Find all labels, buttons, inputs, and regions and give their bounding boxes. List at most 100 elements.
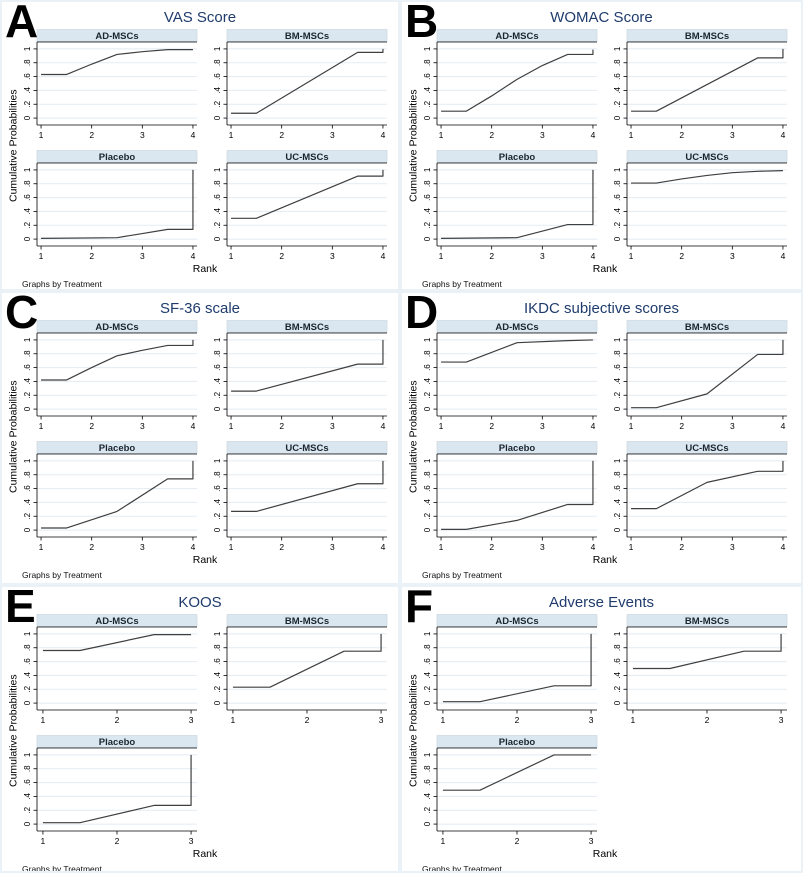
y-tick-label: 0 <box>213 527 222 532</box>
x-tick-label: 3 <box>540 542 545 552</box>
y-tick-label: .2 <box>23 806 32 813</box>
x-tick-label: 1 <box>41 715 46 725</box>
subplot-uc-mscs: UC-MSCs 0 .2 .4 .6 .8 1 1 2 3 4 <box>611 150 789 263</box>
subplot-bm-mscs: BM-MSCs 0 .2 .4 .6 .8 1 1 2 3 <box>611 614 789 727</box>
y-tick-label: 0 <box>23 700 32 705</box>
subplot-header-bar <box>436 735 598 748</box>
x-tick-label: 4 <box>191 542 196 552</box>
y-tick-label: .4 <box>213 378 222 385</box>
y-tick-label: .6 <box>213 485 222 492</box>
y-tick-label: .6 <box>423 658 432 665</box>
y-tick-label: 0 <box>613 527 622 532</box>
x-tick-label: 2 <box>679 542 684 552</box>
x-tick-label: 1 <box>629 542 634 552</box>
subplot-header-bar <box>626 614 788 627</box>
subplot-title: Placebo <box>99 443 136 454</box>
series-line <box>441 460 594 530</box>
y-tick-label: .2 <box>423 806 432 813</box>
subplot-header-bar <box>36 735 198 748</box>
y-tick-label: .4 <box>613 378 622 385</box>
x-tick-label: 4 <box>191 421 196 431</box>
subplot-header-bar <box>36 320 198 333</box>
subplot-title: Placebo <box>499 152 536 163</box>
y-tick-label: .2 <box>213 391 222 398</box>
y-tick-label: 0 <box>23 406 32 411</box>
x-tick-label: 1 <box>231 715 236 725</box>
subplot-bm-mscs: BM-MSCs 0 .2 .4 .6 .8 1 1 2 3 4 <box>211 320 389 433</box>
y-tick-label: .4 <box>213 672 222 679</box>
subplot-ad-mscs: AD-MSCs 0 .2 .4 .6 .8 1 1 2 3 <box>21 614 199 727</box>
subplot-grid: AD-MSCs 0 .2 .4 .6 .8 1 1 2 3 4 BM-MSCs 0 .2 .4 .6 .8 1 1 2… <box>421 320 789 554</box>
y-tick-label: .4 <box>613 672 622 679</box>
y-tick-label: .4 <box>23 672 32 679</box>
y-tick-label: .6 <box>213 364 222 371</box>
y-tick-label: 0 <box>423 115 432 120</box>
x-tick-label: 2 <box>679 421 684 431</box>
x-tick-label: 2 <box>279 542 284 552</box>
x-tick-label: 3 <box>540 251 545 261</box>
x-tick-label: 3 <box>140 130 145 140</box>
x-tick-label: 4 <box>191 251 196 261</box>
subplot-bm-mscs: BM-MSCs 0 .2 .4 .6 .8 1 1 2 3 4 <box>611 29 789 142</box>
y-tick-label: .6 <box>213 658 222 665</box>
subplot-header-bar <box>626 441 788 454</box>
y-tick-label: 1 <box>423 458 432 463</box>
y-axis-label: Cumulative Probabilities <box>407 674 420 788</box>
subplot-ad-mscs: AD-MSCs 0 .2 .4 .6 .8 1 1 2 3 4 <box>21 29 199 142</box>
subplot-header-bar <box>436 614 598 627</box>
y-tick-label: .8 <box>423 644 432 651</box>
y-tick-label: .2 <box>213 512 222 519</box>
panel-title: SF-36 scale <box>159 300 241 317</box>
series-line <box>41 49 193 76</box>
x-tick-label: 2 <box>115 715 120 725</box>
y-tick-label: 1 <box>423 167 432 172</box>
subplot-header-bar <box>226 150 388 163</box>
x-tick-label: 4 <box>591 251 596 261</box>
series-line <box>231 339 384 392</box>
y-tick-label: .6 <box>23 73 32 80</box>
x-tick-label: 4 <box>381 542 386 552</box>
subplot-chart: AD-MSCs 0 .2 .4 .6 .8 1 1 2 3 4 <box>23 320 198 431</box>
y-tick-label: .2 <box>423 221 432 228</box>
x-tick-label: 3 <box>730 421 735 431</box>
y-tick-label: .6 <box>23 364 32 371</box>
subplot-ad-mscs: AD-MSCs 0 .2 .4 .6 .8 1 1 2 3 4 <box>421 29 599 142</box>
series-line <box>632 633 782 670</box>
x-tick-label: 2 <box>89 542 94 552</box>
subplot-header-bar <box>36 614 198 627</box>
y-tick-label: .6 <box>423 194 432 201</box>
subplot-header-bar <box>36 441 198 454</box>
y-axis-label: Cumulative Probabilities <box>7 380 20 494</box>
y-tick-label: .4 <box>613 87 622 94</box>
subplot-grid: AD-MSCs 0 .2 .4 .6 .8 1 1 2 3 4 BM-MSCs 0 .2 .4 .6 .8 1 1 2… <box>21 320 389 554</box>
y-tick-label: .2 <box>423 100 432 107</box>
y-tick-label: 0 <box>423 700 432 705</box>
y-tick-label: 0 <box>23 236 32 241</box>
y-tick-label: .8 <box>23 471 32 478</box>
subplot-title: AD-MSCs <box>95 616 138 627</box>
y-tick-label: .8 <box>213 59 222 66</box>
y-tick-label: 1 <box>23 458 32 463</box>
x-tick-label: 1 <box>441 836 446 846</box>
panel-letter-e: E <box>5 585 36 632</box>
subplot-header-bar <box>226 29 388 42</box>
x-tick-label: 4 <box>591 130 596 140</box>
subplot-grid: AD-MSCs 0 .2 .4 .6 .8 1 1 2 3 BM-MSCs 0 .2 .4 .6 .8 1 1 2 3… <box>421 614 789 848</box>
subplot-title: Placebo <box>499 443 536 454</box>
y-tick-label: 0 <box>213 406 222 411</box>
y-tick-label: .4 <box>423 378 432 385</box>
y-tick-label: .8 <box>613 644 622 651</box>
subplot-chart: AD-MSCs 0 .2 .4 .6 .8 1 1 2 3 4 <box>23 29 198 140</box>
x-axis-label: Rank <box>592 554 618 566</box>
subplot-title: BM-MSCs <box>285 31 329 42</box>
subplot-grid: AD-MSCs 0 .2 .4 .6 .8 1 1 2 3 BM-MSCs 0 .2 .4 .6 .8 1 1 2 3… <box>21 614 389 848</box>
y-tick-label: .6 <box>213 194 222 201</box>
y-axis-label: Cumulative Probabilities <box>7 674 20 788</box>
x-tick-label: 4 <box>781 251 786 261</box>
y-tick-label: .6 <box>213 73 222 80</box>
x-tick-label: 1 <box>229 130 234 140</box>
series-line <box>631 460 784 510</box>
subplot-uc-mscs: UC-MSCs 0 .2 .4 .6 .8 1 1 2 3 4 <box>611 441 789 554</box>
footer-note: Graphs by Treatment <box>422 279 502 289</box>
y-tick-label: .4 <box>213 208 222 215</box>
